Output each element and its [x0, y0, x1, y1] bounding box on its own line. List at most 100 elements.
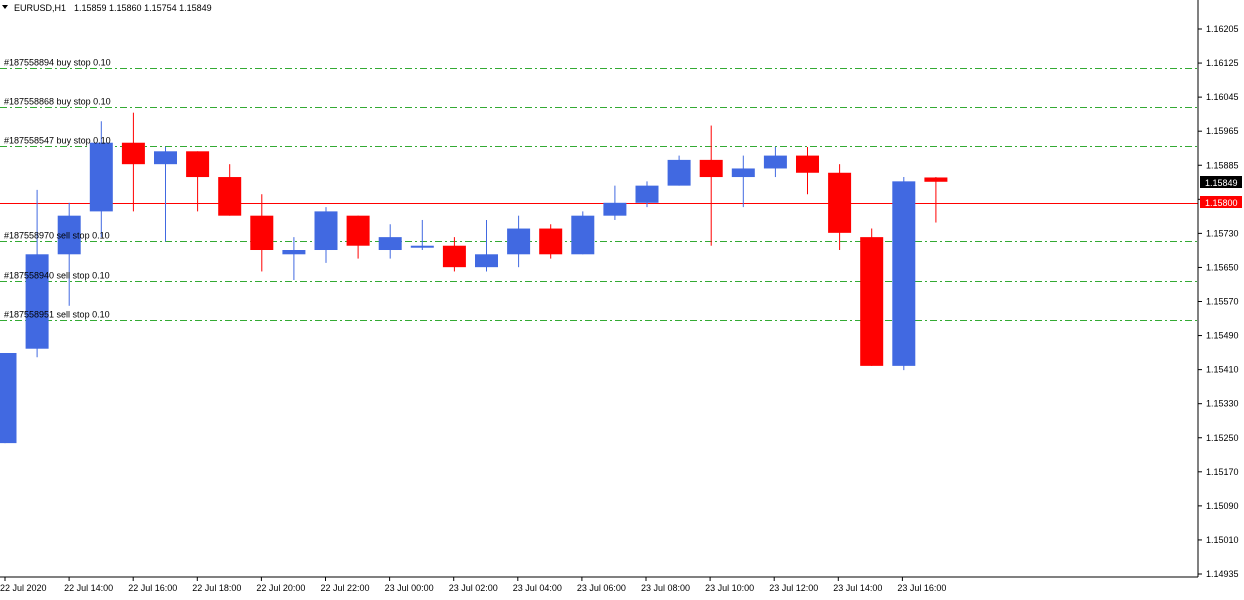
- candle-body: [763, 155, 787, 169]
- candle-body: [860, 237, 884, 366]
- price-axis[interactable]: 1.16205 1.16125 1.16045 1.15965 1.15885 1.158…: [1198, 24, 1239, 579]
- candle-body: [314, 211, 338, 251]
- price-tick-label: 1.16205: [1206, 24, 1239, 34]
- time-tick-label: 22 Jul 20:00: [256, 583, 305, 593]
- time-tick-label: 23 Jul 02:00: [449, 583, 498, 593]
- candle[interactable]: [410, 219, 434, 251]
- candle[interactable]: [731, 155, 755, 208]
- candle[interactable]: [25, 189, 49, 358]
- candle-body: [539, 228, 563, 255]
- line-price-tag: [1200, 196, 1242, 208]
- candle[interactable]: [635, 181, 659, 208]
- candle-body: [57, 215, 81, 255]
- price-tick-label: 1.15885: [1206, 160, 1239, 170]
- candle-body: [218, 177, 242, 216]
- symbol-label: EURUSD,H1: [14, 3, 66, 13]
- candle-body: [442, 245, 466, 268]
- candle[interactable]: [0, 352, 17, 444]
- candle-body: [346, 215, 370, 246]
- price-tick-label: 1.16125: [1206, 58, 1239, 68]
- order-label: #187558951 sell stop 0.10: [4, 310, 110, 320]
- candle[interactable]: [250, 194, 274, 272]
- candle-body: [25, 254, 49, 349]
- candle[interactable]: [892, 177, 916, 371]
- candle[interactable]: [571, 211, 595, 255]
- price-tick-label: 1.15650: [1206, 262, 1239, 272]
- price-tick-label: 1.15410: [1206, 365, 1239, 375]
- price-tick-label: 1.15965: [1206, 126, 1239, 136]
- candle[interactable]: [121, 112, 145, 212]
- candle-body: [892, 181, 916, 366]
- candle[interactable]: [699, 125, 723, 246]
- candle[interactable]: [828, 164, 852, 251]
- candle[interactable]: [475, 219, 498, 272]
- time-tick-label: 23 Jul 12:00: [769, 583, 818, 593]
- price-tick-label: 1.15330: [1206, 399, 1239, 409]
- candle[interactable]: [346, 215, 370, 259]
- current-price-tag-text: 1.15849: [1205, 178, 1238, 188]
- price-tick-label: 1.15250: [1206, 433, 1239, 443]
- current-price-tag: [1200, 176, 1242, 188]
- candle[interactable]: [89, 121, 113, 238]
- time-tick-label: 22 Jul 14:00: [64, 583, 113, 593]
- order-label: #187558970 sell stop 0.10: [4, 231, 110, 241]
- order-labels: #187558894 buy stop 0.10 #187558868 buy s…: [4, 58, 111, 320]
- candle-body: [507, 228, 531, 255]
- candle-body: [121, 142, 145, 165]
- candle[interactable]: [507, 215, 531, 268]
- time-tick-label: 23 Jul 06:00: [577, 583, 626, 593]
- candle-body: [250, 215, 274, 251]
- price-tick-label: 1.15010: [1206, 535, 1239, 545]
- chevron-down-icon[interactable]: [2, 5, 8, 9]
- candle[interactable]: [442, 237, 466, 272]
- candle-body: [924, 177, 948, 182]
- time-tick-label: 22 Jul 16:00: [128, 583, 177, 593]
- price-tick-label: 1.16045: [1206, 92, 1239, 102]
- candle-body: [635, 185, 659, 203]
- candle-body: [475, 254, 498, 268]
- candle[interactable]: [154, 147, 177, 242]
- time-tick-label: 23 Jul 00:00: [385, 583, 434, 593]
- order-lines: [0, 68, 1198, 321]
- price-tags: 1.15849 1.15800: [1200, 176, 1242, 208]
- price-tick-label: 1.15730: [1206, 228, 1239, 238]
- chart-header[interactable]: EURUSD,H1 1.15859 1.15860 1.15754 1.1584…: [2, 3, 212, 13]
- candle-body: [186, 151, 210, 178]
- candle[interactable]: [186, 151, 210, 212]
- line-price-tag-text: 1.15800: [1205, 198, 1238, 208]
- order-label: #187558547 buy stop 0.10: [4, 136, 111, 146]
- price-tick-label: 1.15090: [1206, 501, 1239, 511]
- candle-body: [571, 215, 595, 255]
- candle-body: [154, 151, 177, 165]
- candle-body: [699, 159, 723, 178]
- candle[interactable]: [796, 147, 819, 195]
- candle[interactable]: [860, 228, 884, 366]
- candle[interactable]: [667, 155, 691, 186]
- candle[interactable]: [539, 224, 563, 259]
- candle[interactable]: [314, 207, 338, 263]
- candle-body: [667, 159, 691, 186]
- candle[interactable]: [378, 224, 402, 259]
- candle[interactable]: [218, 164, 242, 216]
- time-tick-label: 23 Jul 04:00: [513, 583, 562, 593]
- candle-body: [603, 202, 627, 216]
- price-tick-label: 1.14935: [1206, 569, 1239, 579]
- candle[interactable]: [603, 185, 627, 220]
- ohlc-values: 1.15859 1.15860 1.15754 1.15849: [74, 3, 212, 13]
- time-tick-label: 22 Jul 2020: [0, 583, 47, 593]
- candle-body: [410, 245, 434, 248]
- candle-body: [731, 168, 755, 178]
- candle[interactable]: [763, 147, 787, 178]
- candle[interactable]: [57, 202, 81, 306]
- time-axis[interactable]: 22 Jul 2020 22 Jul 14:00 22 Jul 16:00 22 Ju…: [0, 577, 946, 593]
- price-tick-label: 1.15570: [1206, 297, 1239, 307]
- candle[interactable]: [924, 177, 948, 223]
- order-label: #187558940 sell stop 0.10: [4, 271, 110, 281]
- candle-body: [89, 142, 113, 212]
- candles: [0, 112, 948, 444]
- time-tick-label: 23 Jul 16:00: [897, 583, 946, 593]
- price-tick-label: 1.15170: [1206, 467, 1239, 477]
- order-label: #187558868 buy stop 0.10: [4, 97, 111, 107]
- candle[interactable]: [282, 237, 306, 281]
